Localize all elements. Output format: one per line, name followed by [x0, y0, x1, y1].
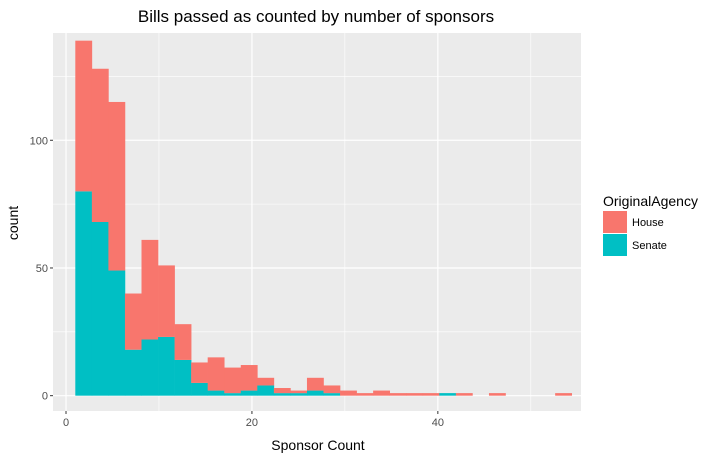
bar-house [108, 101, 126, 271]
y-tick-label: 50 [36, 263, 48, 275]
bar-senate [75, 191, 93, 396]
bar-senate [257, 385, 275, 396]
bar-house [158, 265, 175, 337]
bar-house [240, 365, 258, 391]
bar-senate [273, 393, 291, 396]
bar-senate [207, 390, 225, 396]
legend-label-senate: Senate [632, 240, 667, 252]
bar-house [75, 40, 93, 192]
bar-senate [191, 382, 208, 396]
bar-house [257, 377, 275, 386]
bar-senate [91, 222, 109, 396]
bar-house [207, 357, 225, 391]
legend-label-house: House [632, 217, 664, 229]
legend-key-senate [603, 234, 627, 256]
bar-house [224, 367, 242, 394]
bar-house [340, 390, 357, 396]
x-tick-label: 20 [246, 417, 258, 429]
y-tick-label: 100 [30, 135, 48, 147]
bars [75, 40, 573, 396]
bar-senate [439, 393, 457, 396]
bar-senate [141, 339, 159, 396]
bar-senate [174, 359, 192, 396]
bar-house [174, 324, 192, 360]
bar-house [455, 393, 473, 396]
x-tick-label: 0 [63, 417, 69, 429]
bar-house [488, 393, 506, 396]
bar-house [422, 393, 440, 396]
bar-senate [224, 393, 242, 396]
y-axis: 0 50 100 [30, 135, 53, 403]
bar-senate [323, 393, 341, 396]
bar-senate [124, 349, 142, 396]
bar-house [389, 393, 407, 396]
bar-senate [158, 336, 175, 396]
y-tick-label: 0 [42, 391, 48, 403]
bar-house [273, 388, 291, 394]
bar-house [406, 393, 424, 396]
bar-house [191, 362, 208, 383]
bar-house [356, 393, 374, 396]
chart-title: Bills passed as counted by number of spo… [138, 7, 494, 26]
x-axis-title: Sponsor Count [271, 437, 365, 453]
bar-senate [306, 390, 324, 396]
legend: OriginalAgency House Senate [603, 193, 698, 256]
x-tick-label: 40 [432, 417, 444, 429]
x-axis: 0 20 40 [63, 411, 444, 429]
legend-title: OriginalAgency [603, 193, 698, 209]
bar-house [91, 68, 109, 222]
bar-house [141, 239, 159, 340]
bar-house [555, 393, 573, 396]
bar-senate [290, 393, 308, 396]
bar-house [373, 390, 390, 396]
legend-key-house [603, 211, 627, 233]
bar-house [290, 390, 308, 394]
bar-house [124, 293, 142, 350]
bar-house [306, 377, 324, 391]
major-gridlines [53, 33, 581, 411]
bar-house [323, 385, 341, 394]
bar-senate [108, 270, 126, 396]
bar-senate [240, 390, 258, 396]
y-axis-title: count [5, 206, 21, 240]
